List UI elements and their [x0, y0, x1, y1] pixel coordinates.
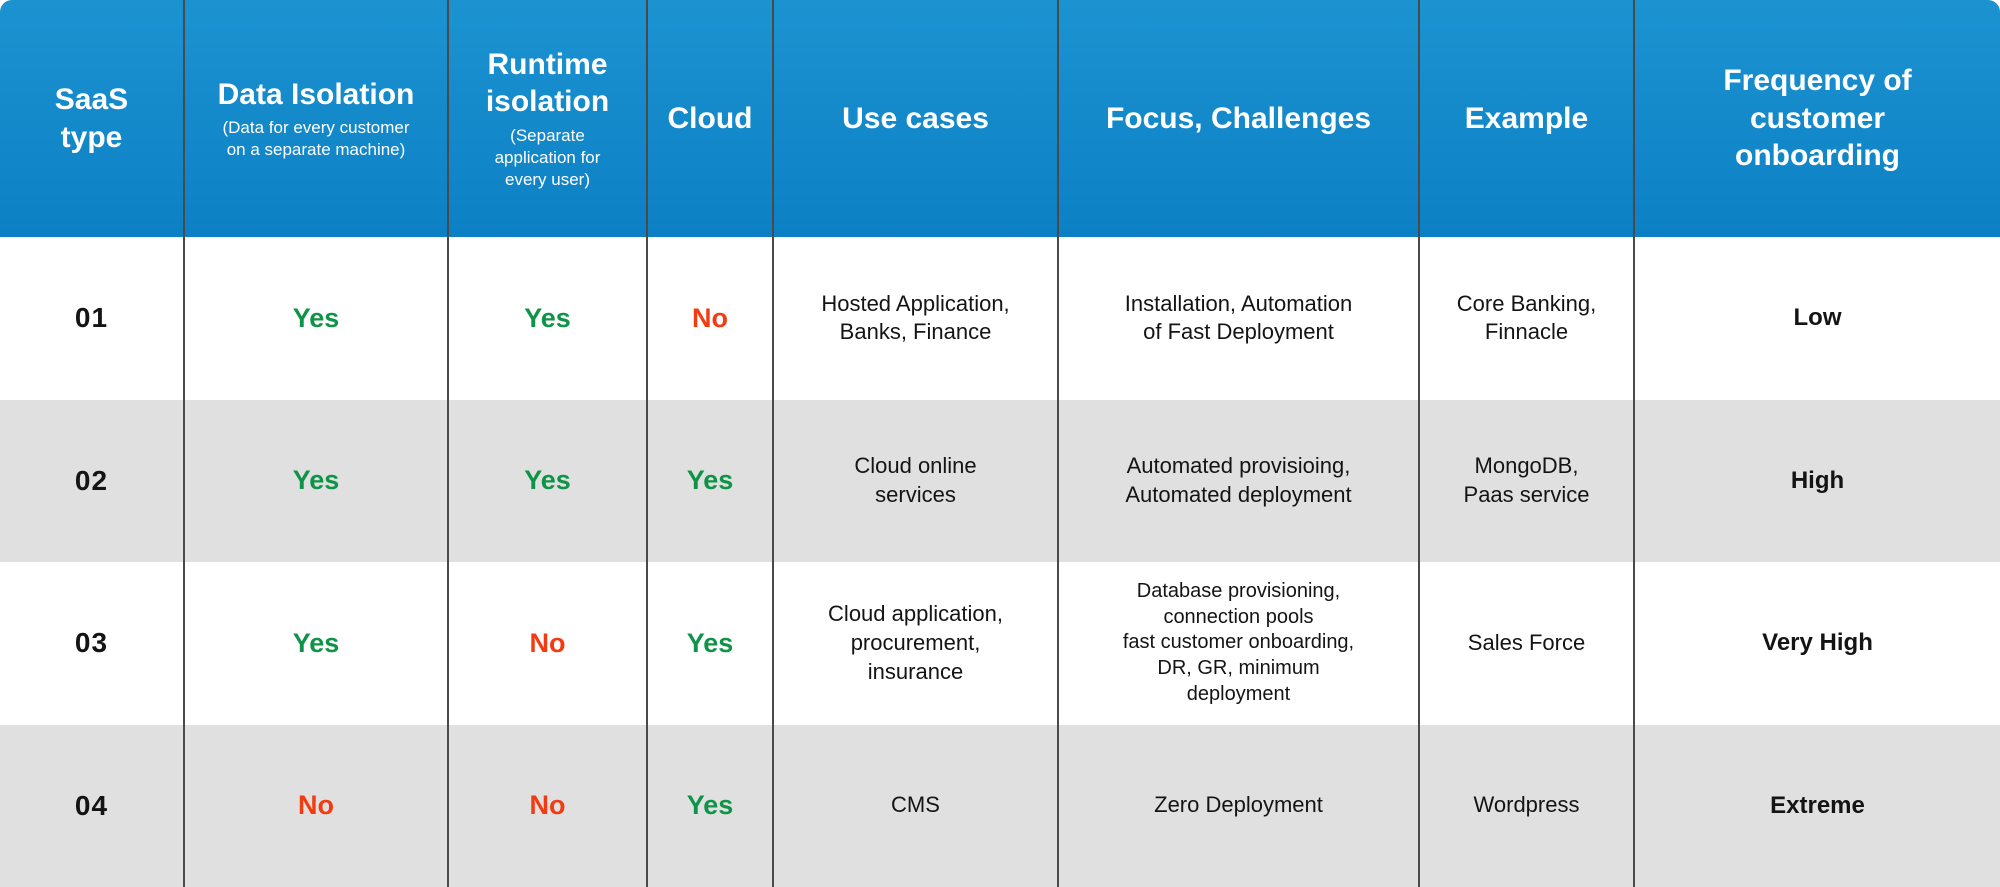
row-04-cloud: Yes — [648, 724, 774, 887]
header-label-data-isolation: Data Isolation — [217, 77, 415, 111]
header-label-example: Example — [1464, 101, 1589, 135]
row-04-id: 04 — [0, 724, 185, 887]
row-03-use-cases: Cloud application, procurement, insuranc… — [774, 562, 1059, 725]
row-04-runtime-isolation: No — [449, 724, 648, 887]
header-example: Example — [1420, 0, 1635, 237]
row-04-data-isolation: No — [185, 724, 449, 887]
row-03-onboarding-frequency: Very High — [1635, 562, 2000, 725]
header-runtime-isolation: Runtime isolation (Separate application … — [449, 0, 648, 237]
row-04-onboarding-frequency: Extreme — [1635, 724, 2000, 887]
header-label-onboarding-frequency: Frequency of customer onboarding — [1723, 64, 1912, 173]
header-label-cloud: Cloud — [667, 101, 753, 135]
row-03-runtime-isolation: No — [449, 562, 648, 725]
row-01-onboarding-frequency: Low — [1635, 237, 2000, 400]
row-03-id: 03 — [0, 562, 185, 725]
header-use-cases: Use cases — [774, 0, 1059, 237]
header-label-use-cases: Use cases — [842, 101, 989, 135]
table-row-02: 02 Yes Yes Yes Cloud online services Aut… — [0, 399, 2000, 562]
row-03-focus-challenges: Database provisioning, connection pools … — [1059, 562, 1420, 725]
row-01-focus-challenges: Installation, Automation of Fast Deploym… — [1059, 237, 1420, 400]
row-01-runtime-isolation: Yes — [449, 237, 648, 400]
header-label-saas-type: SaaS type — [54, 83, 129, 154]
row-02-runtime-isolation: Yes — [449, 399, 648, 562]
row-04-use-cases: CMS — [774, 724, 1059, 887]
row-03-cloud: Yes — [648, 562, 774, 725]
header-data-isolation: Data Isolation (Data for every customer … — [185, 0, 449, 237]
row-01-example: Core Banking, Finnacle — [1420, 237, 1635, 400]
header-sublabel-runtime-isolation: (Separate application for every user) — [494, 125, 601, 190]
header-saas-type: SaaS type — [0, 0, 185, 237]
header-focus-challenges: Focus, Challenges — [1059, 0, 1420, 237]
row-02-onboarding-frequency: High — [1635, 399, 2000, 562]
table-header-row: SaaS type Data Isolation (Data for every… — [0, 0, 2000, 237]
row-04-example: Wordpress — [1420, 724, 1635, 887]
row-03-data-isolation: Yes — [185, 562, 449, 725]
row-02-data-isolation: Yes — [185, 399, 449, 562]
header-label-focus-challenges: Focus, Challenges — [1105, 101, 1372, 135]
header-onboarding-frequency: Frequency of customer onboarding — [1635, 0, 2000, 237]
table-row-04: 04 No No Yes CMS Zero Deployment Wordpre… — [0, 724, 2000, 887]
row-02-example: MongoDB, Paas service — [1420, 399, 1635, 562]
row-04-focus-challenges: Zero Deployment — [1059, 724, 1420, 887]
row-01-use-cases: Hosted Application, Banks, Finance — [774, 237, 1059, 400]
row-01-cloud: No — [648, 237, 774, 400]
row-03-example: Sales Force — [1420, 562, 1635, 725]
table-row-03: 03 Yes No Yes Cloud application, procure… — [0, 562, 2000, 725]
row-02-id: 02 — [0, 399, 185, 562]
header-cloud: Cloud — [648, 0, 774, 237]
header-sublabel-data-isolation: (Data for every customer on a separate m… — [222, 118, 410, 160]
header-label-runtime-isolation: Runtime isolation — [485, 47, 610, 119]
row-01-data-isolation: Yes — [185, 237, 449, 400]
row-02-focus-challenges: Automated provisioing, Automated deploym… — [1059, 399, 1420, 562]
row-02-use-cases: Cloud online services — [774, 399, 1059, 562]
row-01-id: 01 — [0, 237, 185, 400]
row-02-cloud: Yes — [648, 399, 774, 562]
table-row-01: 01 Yes Yes No Hosted Application, Banks,… — [0, 237, 2000, 400]
